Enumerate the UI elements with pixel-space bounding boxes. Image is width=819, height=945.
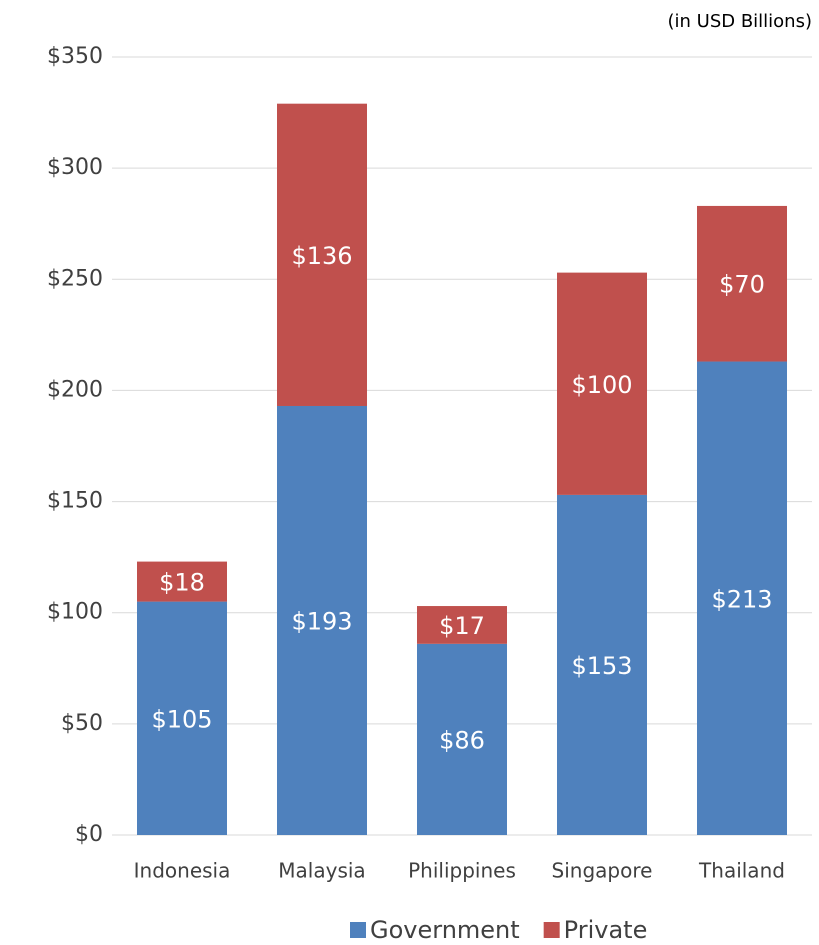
bar-segment (697, 205, 787, 362)
data-label: $105 (151, 705, 212, 733)
bar-segment (557, 494, 647, 835)
y-tick-label: $250 (47, 266, 103, 291)
y-tick-label: $100 (47, 600, 103, 625)
data-label: $17 (439, 612, 485, 640)
data-label: $193 (291, 607, 352, 635)
chart-subtitle: (in USD Billions) (667, 11, 812, 32)
data-label: $70 (719, 271, 765, 299)
bar-segment (417, 606, 507, 644)
data-label: $153 (571, 652, 632, 680)
x-tick-label: Thailand (698, 859, 785, 883)
legend-label: Government (370, 916, 520, 944)
x-tick-label: Indonesia (134, 859, 231, 883)
x-tick-label: Philippines (408, 859, 516, 883)
bar-segment (277, 103, 367, 406)
bar-segment (137, 601, 227, 835)
y-tick-label: $350 (47, 44, 103, 69)
y-tick-label: $200 (47, 377, 103, 402)
x-tick-label: Malaysia (278, 859, 365, 883)
bar-segment (557, 272, 647, 495)
y-tick-label: $300 (47, 155, 103, 180)
x-tick-label: Singapore (552, 859, 653, 883)
data-label: $136 (291, 242, 352, 270)
bar-segment (277, 405, 367, 835)
y-tick-label: $150 (47, 489, 103, 514)
legend-swatch (543, 922, 560, 938)
data-label: $18 (159, 569, 205, 597)
data-label: $86 (439, 726, 485, 754)
bar-segment (417, 643, 507, 835)
bar-segment (697, 361, 787, 835)
y-tick-label: $50 (61, 711, 103, 736)
data-label: $213 (711, 585, 772, 613)
data-label: $100 (571, 371, 632, 399)
y-tick-label: $0 (75, 822, 103, 847)
bar-segment (137, 561, 227, 602)
legend-swatch (350, 922, 366, 938)
legend-label: Private (564, 916, 648, 944)
